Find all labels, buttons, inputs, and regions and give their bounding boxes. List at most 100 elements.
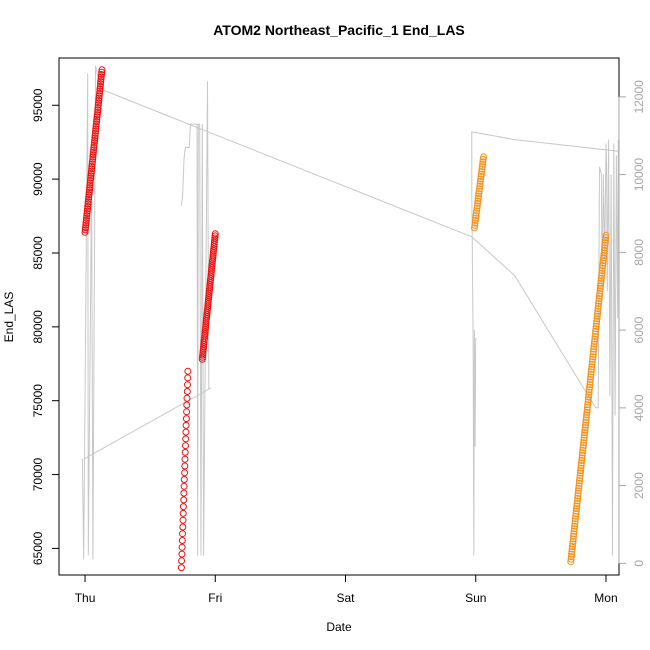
data-point bbox=[577, 459, 585, 467]
data-point bbox=[183, 394, 191, 402]
data-point bbox=[581, 426, 589, 434]
data-point bbox=[592, 327, 600, 335]
data-point bbox=[593, 317, 601, 325]
x-tick-label: Mon bbox=[594, 591, 617, 605]
data-point bbox=[478, 165, 486, 173]
data-point bbox=[471, 217, 479, 224]
data-point bbox=[568, 543, 576, 550]
data-point bbox=[594, 302, 602, 310]
data-point bbox=[93, 115, 101, 123]
data-point bbox=[478, 168, 486, 176]
data-point bbox=[211, 230, 219, 238]
data-point bbox=[600, 246, 608, 254]
data-point bbox=[568, 550, 576, 558]
data-point bbox=[87, 172, 95, 180]
data-point bbox=[473, 204, 481, 212]
data-point bbox=[571, 515, 579, 523]
data-point bbox=[179, 509, 187, 517]
data-point bbox=[586, 376, 594, 383]
data-point bbox=[88, 160, 96, 168]
data-point bbox=[599, 257, 607, 265]
data-point bbox=[91, 129, 99, 137]
data-point bbox=[574, 492, 582, 500]
data-point bbox=[579, 441, 587, 449]
data-point bbox=[473, 202, 481, 210]
data-point bbox=[595, 292, 603, 300]
data-point bbox=[594, 305, 602, 313]
data-point bbox=[474, 197, 482, 205]
data-point bbox=[599, 262, 607, 270]
data-point bbox=[592, 322, 600, 330]
data-point bbox=[476, 180, 484, 188]
data-point bbox=[86, 177, 94, 184]
data-point bbox=[97, 75, 105, 83]
data-point bbox=[84, 205, 91, 213]
data-point bbox=[94, 104, 102, 111]
data-point bbox=[575, 482, 583, 490]
data-point bbox=[87, 169, 95, 177]
y-tick-label: 95000 bbox=[31, 88, 45, 122]
data-point bbox=[476, 177, 484, 185]
data-point bbox=[478, 163, 486, 171]
data-point bbox=[591, 338, 598, 345]
data-point bbox=[181, 469, 189, 477]
data-point bbox=[179, 503, 187, 511]
data-point bbox=[590, 340, 598, 348]
data-point bbox=[574, 494, 582, 502]
data-point bbox=[586, 383, 594, 391]
chart-title: ATOM2 Northeast_Pacific_1 End_LAS bbox=[213, 22, 465, 38]
data-point bbox=[476, 182, 484, 190]
data-point bbox=[97, 73, 105, 81]
data-point bbox=[590, 345, 598, 353]
data-point bbox=[585, 393, 592, 401]
y-axis: 65000 70000 75000 80000 85000 90000 95000 bbox=[31, 88, 60, 565]
data-point bbox=[477, 173, 485, 180]
data-point bbox=[570, 527, 578, 535]
data-point bbox=[180, 496, 188, 504]
data-point bbox=[576, 472, 584, 480]
data-point bbox=[476, 185, 483, 193]
data-point bbox=[569, 535, 577, 543]
data-point bbox=[179, 530, 186, 538]
data-point bbox=[578, 454, 586, 462]
data-point bbox=[586, 381, 594, 389]
data-point bbox=[591, 335, 599, 343]
data-point bbox=[570, 530, 578, 538]
data-point bbox=[95, 94, 103, 102]
right-series-line bbox=[84, 81, 213, 556]
y2-axis: 0 2000 4000 6000 8000 10000 12000 bbox=[618, 80, 646, 567]
data-point bbox=[593, 315, 601, 323]
plot-frame bbox=[58, 57, 620, 576]
data-point bbox=[567, 558, 575, 566]
data-point bbox=[94, 101, 102, 109]
data-point bbox=[573, 505, 580, 513]
data-point bbox=[574, 487, 582, 495]
data-point bbox=[585, 391, 593, 399]
data-point bbox=[96, 89, 103, 97]
data-point bbox=[579, 446, 587, 454]
data-point bbox=[577, 467, 585, 475]
y2-tick-label: 8000 bbox=[632, 239, 646, 266]
data-point bbox=[596, 284, 604, 292]
data-point bbox=[584, 398, 592, 406]
data-point bbox=[587, 373, 595, 381]
data-point bbox=[180, 489, 188, 497]
data-point bbox=[88, 162, 96, 170]
data-point bbox=[86, 184, 94, 192]
y-tick-label: 80000 bbox=[31, 310, 45, 344]
data-point bbox=[597, 279, 605, 287]
data-point bbox=[582, 414, 590, 421]
data-point bbox=[588, 358, 596, 366]
data-point bbox=[596, 290, 604, 297]
data-point bbox=[181, 462, 189, 470]
data-point bbox=[583, 408, 591, 416]
data-point bbox=[580, 434, 588, 442]
data-point bbox=[473, 207, 481, 215]
data-point bbox=[180, 482, 188, 490]
data-point bbox=[97, 80, 104, 88]
data-point bbox=[578, 457, 586, 464]
data-point bbox=[83, 214, 90, 222]
data-point bbox=[92, 120, 100, 128]
y2-tick-label: 12000 bbox=[632, 80, 646, 114]
data-point bbox=[85, 195, 92, 203]
